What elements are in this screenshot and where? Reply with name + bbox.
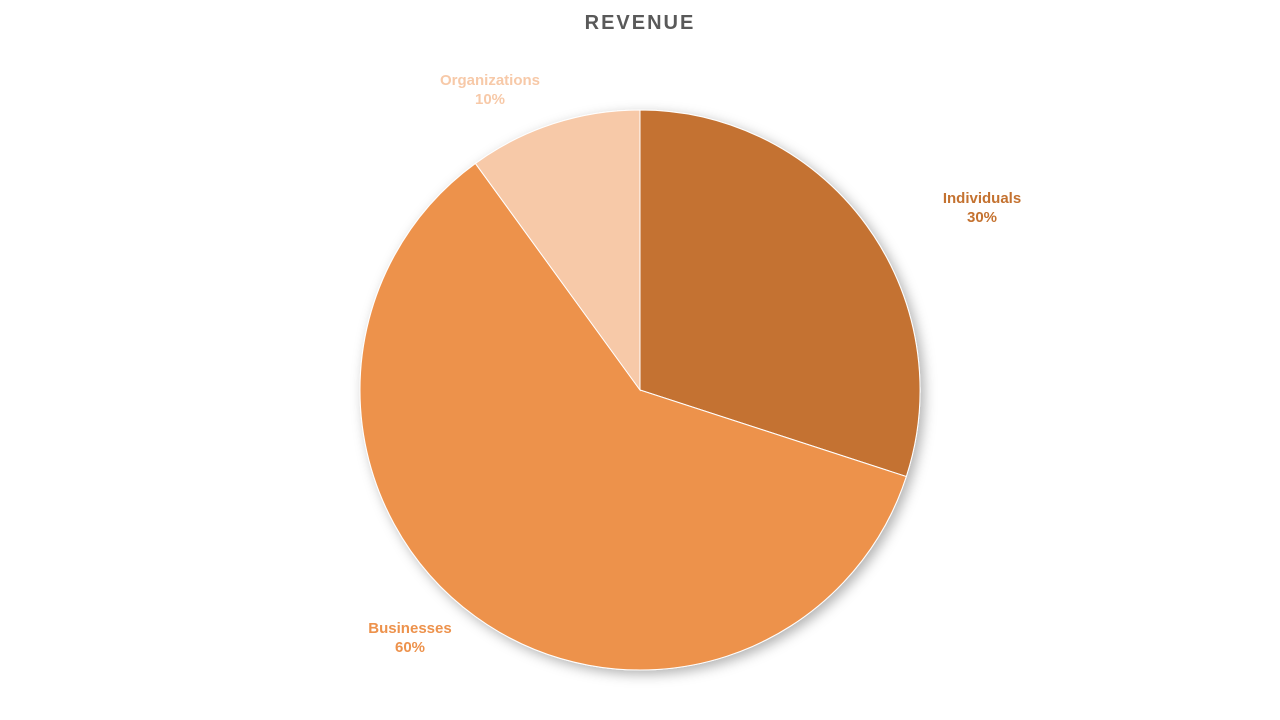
chart-stage: REVENUE Individuals 30% Businesses 60% O… bbox=[0, 0, 1280, 720]
slice-label-value: 30% bbox=[967, 209, 997, 226]
revenue-pie-chart bbox=[0, 0, 1280, 720]
slice-label-name: Businesses bbox=[368, 620, 451, 637]
slice-label-value: 10% bbox=[475, 91, 505, 108]
slice-label-organizations: Organizations 10% bbox=[440, 72, 540, 110]
slice-label-individuals: Individuals 30% bbox=[943, 190, 1021, 228]
slice-label-name: Organizations bbox=[440, 72, 540, 89]
slice-label-name: Individuals bbox=[943, 190, 1021, 207]
slice-label-value: 60% bbox=[395, 639, 425, 656]
slice-label-businesses: Businesses 60% bbox=[368, 620, 451, 658]
